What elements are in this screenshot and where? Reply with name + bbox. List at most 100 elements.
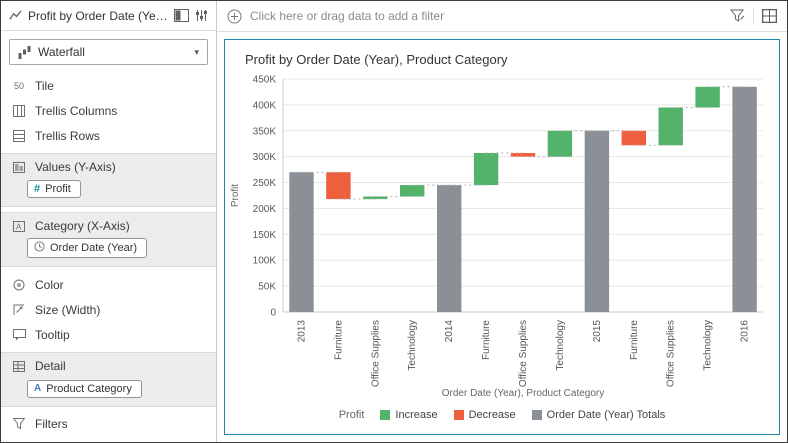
- legend-swatch-decrease: [453, 410, 464, 420]
- legend-label: Order Date (Year) Totals: [546, 409, 666, 421]
- svg-text:2015: 2015: [592, 320, 603, 343]
- waterfall-bar[interactable]: [510, 153, 536, 157]
- pill-product-category[interactable]: A Product Category: [27, 379, 142, 398]
- sidebar-item-trellis-rows[interactable]: Trellis Rows: [1, 123, 216, 148]
- values-axis-icon: [11, 161, 27, 173]
- svg-text:Furniture: Furniture: [333, 320, 344, 360]
- chart-title: Profit by Order Date (Year), Product Cat…: [245, 52, 508, 67]
- viz-type-dropdown[interactable]: Waterfall ▾: [9, 39, 208, 65]
- filter-bar-placeholder[interactable]: Click here or drag data to add a filter: [250, 9, 445, 23]
- sidebar-item-label: Tooltip: [35, 327, 70, 342]
- legend-title: Profit: [338, 409, 365, 421]
- waterfall-bar[interactable]: [695, 86, 720, 108]
- viz-name-label: Profit by Order Date (Year), Product Cat…: [28, 8, 168, 23]
- section-category-x-axis: A Category (X-Axis) Order Date (Year): [1, 212, 216, 267]
- sidebar-item-color[interactable]: Color: [1, 272, 216, 297]
- limit-values-filter-icon[interactable]: [730, 9, 745, 23]
- section-detail: Detail A Product Category: [1, 352, 216, 407]
- svg-text:Office Supplies: Office Supplies: [370, 320, 381, 387]
- waterfall-bar[interactable]: [584, 130, 610, 312]
- pill-profit[interactable]: # Profit: [27, 180, 81, 198]
- size-width-icon: [11, 304, 27, 316]
- legend-item-totals[interactable]: Order Date (Year) Totals: [531, 409, 666, 421]
- section-values-y-axis: Values (Y-Axis) # Profit: [1, 153, 216, 207]
- section-detail-header[interactable]: Detail: [1, 354, 216, 378]
- tile-icon: 50: [13, 80, 24, 91]
- waterfall-bar[interactable]: [621, 130, 646, 146]
- section-values-header[interactable]: Values (Y-Axis): [1, 155, 216, 179]
- waterfall-bar[interactable]: [363, 196, 388, 200]
- svg-text:2014: 2014: [444, 320, 455, 343]
- svg-text:A: A: [16, 222, 22, 231]
- sidebar-item-label: Size (Width): [35, 302, 101, 317]
- waterfall-bar[interactable]: [289, 172, 314, 312]
- section-category-header[interactable]: A Category (X-Axis): [1, 214, 216, 238]
- svg-text:Furniture: Furniture: [481, 320, 492, 360]
- legend-item-increase[interactable]: Increase: [380, 409, 438, 421]
- category-axis-icon: A: [11, 220, 27, 232]
- waterfall-bar[interactable]: [326, 172, 351, 200]
- svg-text:50K: 50K: [258, 282, 276, 293]
- detail-icon: [11, 360, 27, 372]
- canvas-area: Profit by Order Date (Year), Product Cat…: [217, 32, 787, 442]
- measure-hash-icon: #: [34, 183, 41, 195]
- waterfall-bar[interactable]: [400, 185, 425, 197]
- svg-text:200K: 200K: [253, 204, 277, 215]
- chevron-down-icon: ▾: [194, 46, 199, 57]
- svg-text:Order Date (Year), Product Cat: Order Date (Year), Product Category: [442, 388, 604, 399]
- settings-sliders-icon[interactable]: [195, 9, 208, 22]
- waterfall-chart-canvas[interactable]: 0 50K 100K 150K 200K 250K 300K 350K 400K 450K 2013…: [225, 69, 779, 404]
- waterfall-bar[interactable]: [547, 130, 573, 157]
- legend-item-decrease[interactable]: Decrease: [453, 409, 516, 421]
- pill-label: Product Category: [46, 382, 132, 395]
- svg-text:Furniture: Furniture: [629, 320, 640, 360]
- sidebar-item-trellis-columns[interactable]: Trellis Columns: [1, 98, 216, 123]
- clock-icon: [34, 241, 45, 255]
- sidebar-item-tile[interactable]: 50 Tile: [1, 73, 216, 98]
- attribute-a-icon: A: [34, 383, 42, 394]
- sidebar-item-label: Color: [35, 277, 64, 292]
- grammar-sidebar: Profit by Order Date (Year), Product Cat…: [1, 1, 217, 442]
- waterfall-bar[interactable]: [732, 86, 757, 312]
- waterfall-bar[interactable]: [473, 153, 499, 186]
- svg-text:Technology: Technology: [407, 320, 418, 371]
- line-chart-icon: [9, 9, 22, 22]
- grammar-panel-icon[interactable]: [174, 9, 189, 22]
- svg-text:450K: 450K: [253, 75, 277, 86]
- trellis-columns-icon: [11, 104, 27, 117]
- svg-text:2013: 2013: [297, 320, 308, 343]
- sidebar-item-size-width[interactable]: Size (Width): [1, 297, 216, 322]
- svg-text:300K: 300K: [253, 152, 277, 163]
- section-label: Detail: [35, 359, 66, 373]
- svg-text:0: 0: [270, 308, 276, 319]
- sidebar-item-label: Tile: [35, 78, 54, 93]
- trellis-rows-icon: [11, 129, 27, 142]
- legend-swatch-totals: [531, 410, 542, 420]
- canvas-layout-grid-icon[interactable]: [762, 9, 777, 23]
- sidebar-item-label: Trellis Rows: [35, 128, 100, 143]
- waterfall-bar[interactable]: [658, 107, 683, 146]
- sidebar-item-tooltip[interactable]: Tooltip: [1, 322, 216, 347]
- section-label: Category (X-Axis): [35, 219, 130, 233]
- visualization-card[interactable]: Profit by Order Date (Year), Product Cat…: [224, 39, 780, 435]
- svg-text:100K: 100K: [253, 256, 277, 267]
- add-filter-plus-icon[interactable]: [227, 9, 242, 24]
- section-label: Values (Y-Axis): [35, 160, 116, 174]
- filter-bar: Click here or drag data to add a filter: [217, 1, 787, 32]
- svg-text:Technology: Technology: [555, 320, 566, 371]
- svg-text:Technology: Technology: [703, 320, 714, 371]
- svg-text:350K: 350K: [253, 126, 277, 137]
- legend-label: Increase: [395, 409, 438, 421]
- svg-text:2016: 2016: [740, 320, 751, 343]
- pill-label: Order Date (Year): [50, 242, 138, 254]
- svg-text:400K: 400K: [253, 100, 277, 111]
- legend-label: Decrease: [468, 409, 516, 421]
- tooltip-icon: [11, 328, 27, 341]
- pill-order-date-year[interactable]: Order Date (Year): [27, 238, 148, 258]
- sidebar-item-related-columns[interactable]: Related Columns: [1, 437, 216, 443]
- svg-text:Office Supplies: Office Supplies: [518, 320, 529, 387]
- sidebar-item-filters[interactable]: Filters: [1, 412, 216, 437]
- sidebar-item-label: Trellis Columns: [35, 103, 118, 118]
- waterfall-bar[interactable]: [437, 185, 462, 312]
